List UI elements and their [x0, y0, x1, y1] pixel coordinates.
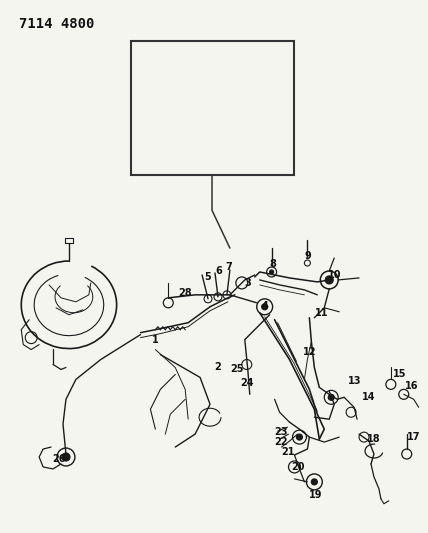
Circle shape	[328, 394, 334, 400]
Circle shape	[62, 453, 70, 461]
Text: 21: 21	[281, 447, 294, 457]
Text: 9: 9	[304, 251, 311, 261]
Text: 17: 17	[407, 432, 420, 442]
Text: 7: 7	[157, 141, 164, 151]
Text: 7: 7	[226, 262, 232, 272]
Text: 10: 10	[327, 270, 341, 280]
Text: 16: 16	[405, 382, 419, 391]
Circle shape	[262, 304, 268, 310]
Text: 5: 5	[205, 272, 211, 282]
Text: 4: 4	[262, 301, 268, 311]
Text: 8: 8	[269, 259, 276, 269]
Text: 12: 12	[230, 103, 244, 113]
Text: 13: 13	[348, 376, 362, 386]
Text: 18: 18	[367, 434, 381, 444]
Text: 3: 3	[244, 278, 251, 288]
Circle shape	[325, 276, 333, 284]
Text: 24: 24	[240, 378, 253, 389]
Circle shape	[297, 434, 303, 440]
Text: 2: 2	[214, 362, 221, 373]
Text: 15: 15	[393, 369, 407, 379]
Text: 27: 27	[170, 141, 184, 151]
Circle shape	[270, 270, 273, 274]
Text: 22: 22	[274, 437, 287, 447]
Circle shape	[311, 479, 317, 485]
Circle shape	[171, 119, 175, 123]
Text: 11: 11	[315, 308, 328, 318]
Text: 19: 19	[309, 490, 322, 500]
Text: 23: 23	[274, 427, 287, 437]
Text: 12: 12	[303, 346, 316, 357]
Text: 14: 14	[362, 392, 376, 402]
Text: 1: 1	[152, 335, 159, 345]
Text: 20: 20	[292, 462, 305, 472]
Bar	[131, 41, 294, 175]
Text: 7114 4800: 7114 4800	[19, 17, 95, 31]
Text: 26: 26	[52, 454, 66, 464]
Text: 6: 6	[216, 266, 222, 276]
Text: 25: 25	[230, 365, 244, 375]
Text: 28: 28	[178, 288, 192, 298]
